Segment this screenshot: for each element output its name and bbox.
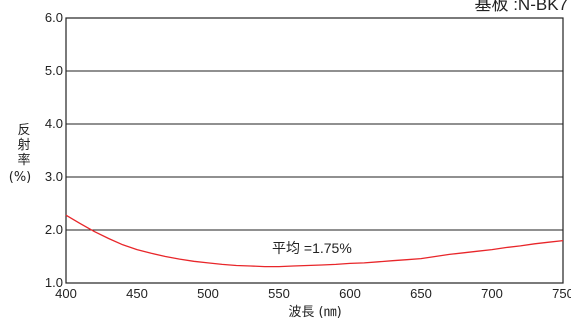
y-axis-label-char: 率 — [17, 152, 30, 168]
y-tick-labels: 1.0 2.0 3.0 4.0 5.0 6.0 — [45, 10, 63, 290]
x-axis-label: 波長 (㎚) — [288, 305, 341, 320]
x-tick-label: 650 — [410, 286, 432, 301]
y-axis-label-unit: (%) — [9, 170, 32, 185]
series-group — [65, 214, 564, 268]
x-tick-label: 700 — [481, 286, 503, 301]
y-tick-label: 3.0 — [45, 169, 63, 184]
y-tick-label: 2.0 — [45, 222, 63, 237]
x-tick-labels: 400 450 500 550 600 650 700 750 — [55, 286, 571, 301]
x-tick-label: 450 — [126, 286, 148, 301]
x-tick-label: 400 — [55, 286, 77, 301]
x-tick-label: 750 — [552, 286, 571, 301]
y-axis-label-char: 反 — [17, 123, 30, 138]
y-axis-label-char: 射 — [17, 137, 30, 153]
x-tick-label: 500 — [197, 286, 219, 301]
average-annotation: 平均 =1.75% — [272, 240, 352, 256]
y-tick-label: 6.0 — [45, 10, 63, 25]
x-tick-label: 550 — [268, 286, 290, 301]
grid-lines — [66, 70, 563, 231]
substrate-label: 基板 :N-BK7 — [474, 0, 568, 14]
y-tick-label: 1.0 — [45, 275, 63, 290]
y-tick-label: 5.0 — [45, 63, 63, 78]
x-tick-label: 600 — [339, 286, 361, 301]
reflectance-series-line — [65, 214, 564, 268]
plot-frame — [65, 17, 564, 284]
y-tick-label: 4.0 — [45, 116, 63, 131]
